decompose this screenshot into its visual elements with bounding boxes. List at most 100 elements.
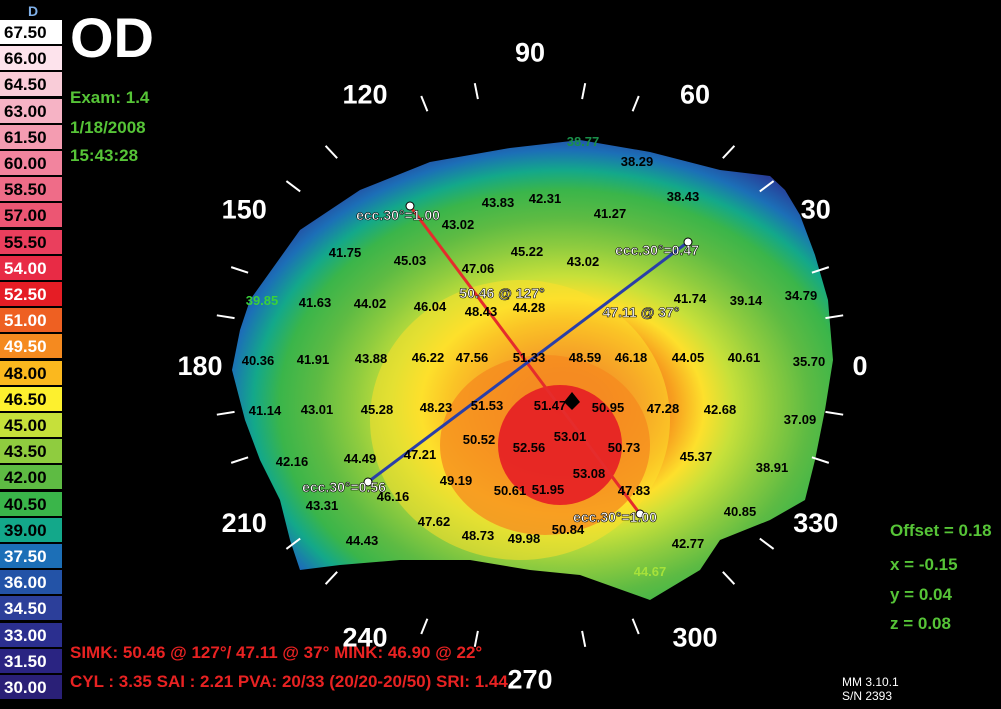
axis-tick	[759, 537, 775, 550]
scale-step: 45.00	[0, 413, 62, 438]
curvature-value: 43.01	[301, 402, 334, 417]
diopter-scale: D 67.50 66.00 64.50 63.00 61.50 60.00 58.50 57.…	[0, 0, 66, 709]
scale-step: 61.50	[0, 124, 62, 150]
offset-y: y = 0.04	[890, 585, 952, 604]
curvature-value: 50.95	[592, 400, 625, 415]
scale-step: 66.00	[0, 46, 62, 72]
axis-ticks	[216, 82, 844, 648]
steep-meridian-line	[408, 205, 642, 515]
curvature-value: 38.43	[667, 189, 700, 204]
curvature-value: 37.09	[784, 412, 817, 427]
curvature-value: 50.84	[552, 522, 585, 537]
scale-step: 58.50	[0, 177, 62, 203]
scale-step: 55.50	[0, 229, 62, 255]
curvature-value: 49.19	[440, 473, 473, 488]
flat-meridian-line	[367, 240, 689, 484]
curvature-value: 39.14	[730, 293, 763, 308]
axis-tick	[473, 630, 479, 648]
curvature-value: 41.63	[299, 295, 332, 310]
axis-tick	[811, 456, 830, 464]
meridian-annotation: ecc.30°=0.56	[302, 479, 386, 495]
meridian-annotation: ecc.30°=0.47	[615, 242, 699, 258]
curvature-value: 50.61	[494, 483, 527, 498]
curvature-value: 49.98	[508, 531, 541, 546]
marker-dot	[363, 477, 373, 487]
curvature-value: 35.70	[793, 354, 826, 369]
curvature-value: 43.88	[355, 351, 388, 366]
scale-step: 39.00	[0, 517, 62, 543]
curvature-value: 42.16	[276, 454, 309, 469]
scale-step: 34.50	[0, 596, 62, 622]
curvature-value: 47.06	[462, 261, 495, 276]
scale-step: 64.50	[0, 72, 62, 98]
axis-tick	[722, 571, 736, 585]
curvature-value: 50.73	[608, 440, 641, 455]
curvature-value: 46.22	[412, 350, 445, 365]
curvature-value: 44.43	[346, 533, 379, 548]
curvature-value: 38.77	[567, 134, 600, 149]
exam-time: 15:43:28	[70, 146, 139, 165]
curvature-value: 45.37	[680, 449, 713, 464]
curvature-value: 41.27	[594, 206, 627, 221]
curvature-value: 41.91	[297, 352, 330, 367]
curvature-value: 47.83	[618, 483, 651, 498]
scale-step: 63.00	[0, 98, 62, 124]
axis-tick	[825, 410, 844, 416]
curvature-values: 38.77 38.29 38.43 42.31 43.83 41.27 43.02 41.75…	[242, 134, 826, 579]
scale-step: 57.00	[0, 203, 62, 229]
curvature-value: 53.01	[554, 429, 587, 444]
curvature-value: 41.75	[329, 245, 362, 260]
axis-tick	[581, 630, 587, 648]
axis-tick	[230, 456, 249, 464]
axis-tick	[631, 95, 640, 112]
curvature-value: 47.62	[418, 514, 451, 529]
axis-label: 60	[680, 80, 710, 110]
axis-label: 240	[342, 622, 387, 652]
scale-step: 37.50	[0, 544, 62, 569]
curvature-value: 47.28	[647, 401, 680, 416]
axis-label: 180	[177, 351, 222, 381]
offset-x: x = -0.15	[890, 555, 958, 574]
axis-label: 300	[672, 622, 717, 652]
scale-step: 49.50	[0, 334, 62, 360]
scale-step: 33.00	[0, 622, 62, 648]
curvature-value: 41.14	[249, 403, 282, 418]
axis-label: 30	[801, 194, 831, 224]
curvature-value: 44.05	[672, 350, 705, 365]
curvature-value: 48.23	[420, 400, 453, 415]
axis-tick	[420, 618, 429, 635]
curvature-value: 47.21	[404, 447, 437, 462]
axis-label: 120	[342, 80, 387, 110]
axis-tick	[420, 95, 429, 112]
scale-step: 30.00	[0, 675, 62, 700]
curvature-value: 48.43	[465, 304, 498, 319]
marker-dot	[635, 509, 645, 519]
scale-unit: D	[27, 3, 39, 19]
simk-readout: SIMK: 50.46 @ 127°/ 47.11 @ 37° MINK: 46…	[70, 643, 483, 662]
model-version: MM 3.10.1	[842, 675, 899, 689]
axis-label: 330	[793, 508, 838, 538]
curvature-value: 48.59	[569, 350, 602, 365]
offset-z: z = 0.08	[890, 614, 951, 633]
curvature-value: 44.28	[513, 300, 546, 315]
serial-number: S/N 2393	[842, 689, 893, 703]
marker-dot	[405, 201, 415, 211]
meridian-annotation: ecc.30°=1.00	[356, 207, 440, 223]
scale-step: 54.00	[0, 255, 62, 281]
center-marker-icon	[564, 392, 580, 410]
axis-tick	[285, 180, 301, 193]
eye-label: OD	[70, 6, 154, 69]
exam-number: Exam: 1.4	[70, 88, 150, 107]
curvature-value: 40.85	[724, 504, 757, 519]
scale-step: 67.50	[0, 20, 62, 45]
curvature-value: 50.52	[463, 432, 496, 447]
curvature-value: 51.53	[471, 398, 504, 413]
axis-label: 0	[852, 351, 867, 381]
curvature-value: 46.16	[377, 489, 410, 504]
axis-tick	[216, 410, 235, 416]
curvature-value: 42.68	[704, 402, 737, 417]
curvature-value: 51.95	[532, 482, 565, 497]
meridian-annotation: ecc.30°=1.00	[573, 509, 657, 525]
